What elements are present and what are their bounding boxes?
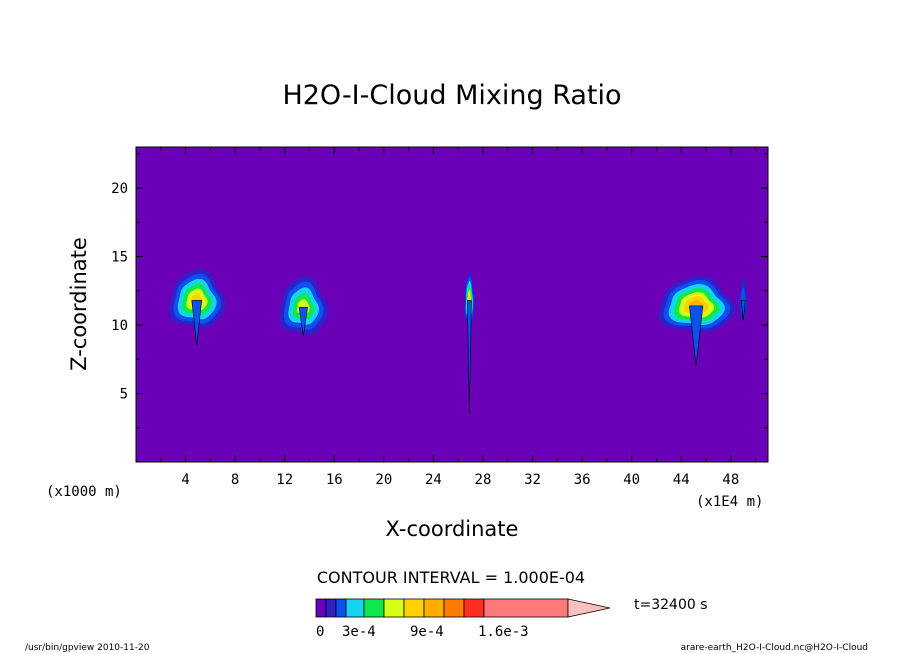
colorbar-box bbox=[423, 598, 445, 618]
colorbar-box bbox=[463, 598, 485, 618]
x-axis-title: X-coordinate bbox=[386, 517, 519, 541]
colorbar-tick-label: 9e-4 bbox=[410, 624, 444, 640]
x-tick-label: 48 bbox=[722, 472, 739, 488]
cloud-0-tail bbox=[191, 300, 202, 346]
footer-left: /usr/bin/gpview 2010-11-20 bbox=[25, 643, 150, 653]
x-tick-label: 44 bbox=[673, 472, 690, 488]
colorbar: 0 3e-4 9e-4 1.6e-3 bbox=[315, 598, 611, 640]
x-tick-label: 20 bbox=[375, 472, 392, 488]
y-tick-label: 10 bbox=[111, 318, 128, 334]
x-unit-left: (x1000 m) bbox=[46, 484, 122, 500]
cloud-1-tail bbox=[298, 306, 308, 337]
x-tick-label: 4 bbox=[181, 472, 189, 488]
footer-right: arare-earth_H2O-I-Cloud.nc@H2O-I-Cloud bbox=[681, 643, 868, 653]
colorbar-box bbox=[315, 598, 327, 618]
colorbar-box bbox=[383, 598, 405, 618]
plot-frame bbox=[135, 146, 769, 463]
colorbar-box bbox=[345, 598, 365, 618]
contour-interval-label: CONTOUR INTERVAL = 1.000E-04 bbox=[317, 568, 585, 587]
colorbar-box bbox=[335, 598, 347, 618]
colorbar-box bbox=[483, 598, 569, 618]
colorbar-box bbox=[443, 598, 465, 618]
y-tick-label: 5 bbox=[120, 387, 128, 403]
chart-title: H2O-I-Cloud Mixing Ratio bbox=[282, 80, 621, 111]
cloud-2-tail bbox=[467, 300, 472, 415]
colorbar-arrow bbox=[567, 598, 611, 618]
cloud-3-tail bbox=[689, 305, 704, 367]
x-tick-label: 40 bbox=[623, 472, 640, 488]
y-tick-label: 20 bbox=[111, 181, 128, 197]
x-tick-label: 12 bbox=[276, 472, 293, 488]
colorbar-box bbox=[403, 598, 425, 618]
colorbar-tick-label: 3e-4 bbox=[342, 624, 376, 640]
x-tick-label: 8 bbox=[231, 472, 239, 488]
x-tick-label: 16 bbox=[326, 472, 343, 488]
x-tick-label: 36 bbox=[574, 472, 591, 488]
colorbar-tick-label: 0 bbox=[316, 624, 324, 640]
x-tick-label: 28 bbox=[475, 472, 492, 488]
cloud-4-tail bbox=[740, 300, 746, 321]
x-tick-label: 32 bbox=[524, 472, 541, 488]
colorbar-tick-label: 1.6e-3 bbox=[478, 624, 529, 640]
x-unit-right: (x1E4 m) bbox=[696, 494, 763, 510]
colorbar-box bbox=[363, 598, 385, 618]
y-axis-title: Z-coordinate bbox=[67, 237, 91, 371]
x-tick-label: 24 bbox=[425, 472, 442, 488]
colorbar-box bbox=[325, 598, 337, 618]
y-tick-label: 15 bbox=[111, 250, 128, 266]
time-label: t=32400 s bbox=[634, 597, 708, 613]
